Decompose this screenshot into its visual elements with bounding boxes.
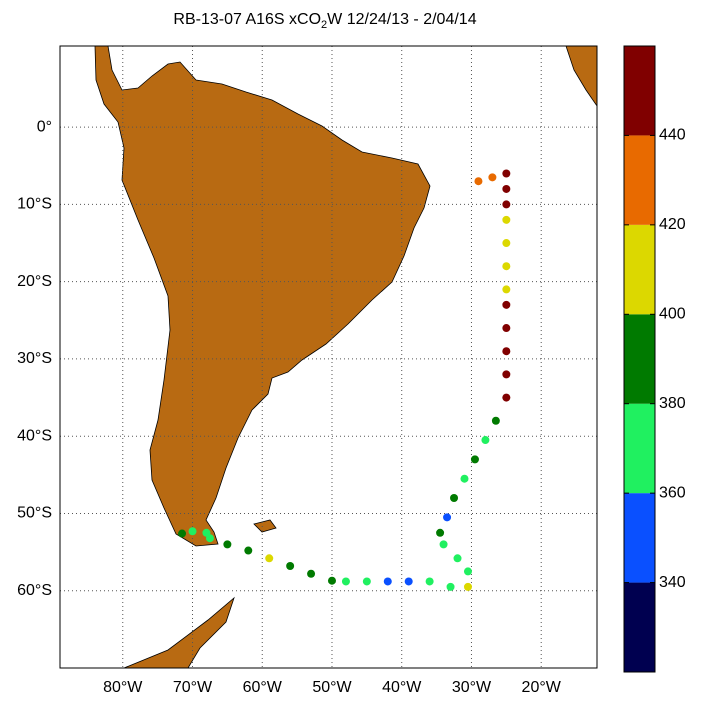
x-tick-label: 70°W (173, 679, 213, 696)
track-point (502, 200, 511, 209)
track-point (341, 577, 350, 586)
track-point (460, 474, 469, 483)
south-america (94, 45, 431, 547)
title: RB-13-07 A16S xCO2W 12/24/13 - 2/04/14 (173, 11, 476, 31)
colorbar-band (624, 403, 655, 494)
y-tick-label: 30°S (17, 350, 52, 367)
y-tick-label: 20°S (17, 273, 52, 290)
y-tick-label: 0° (37, 118, 52, 135)
colorbar-band (624, 224, 655, 315)
colorbar-tick-label: 400 (659, 306, 686, 323)
track-point (502, 285, 511, 294)
colorbar-tick-label: 440 (659, 127, 686, 144)
track-point (481, 436, 490, 445)
colorbar-frame (623, 45, 656, 673)
track-point (502, 347, 511, 356)
map-frame (59, 45, 598, 669)
track-point (383, 577, 392, 586)
track-point (450, 494, 459, 503)
colorbar: 340 360 380 400 420 440 (623, 45, 686, 673)
y-tick-label: 40°S (17, 427, 52, 444)
track-point (453, 554, 462, 563)
track-point (404, 577, 413, 586)
track-point (202, 528, 211, 537)
colorbar-tick-label: 360 (659, 484, 686, 501)
colorbar-tick-label: 380 (659, 395, 686, 412)
track-point (425, 577, 434, 586)
x-tick-label: 80°W (103, 679, 143, 696)
antarctic-peninsula (123, 596, 235, 669)
track-point (491, 416, 500, 425)
track-point (502, 262, 511, 271)
track-point (502, 370, 511, 379)
y-tick-label: 10°S (17, 196, 52, 213)
track-point (362, 577, 371, 586)
colorbar-tick-label: 340 (659, 574, 686, 591)
falklands (253, 519, 277, 533)
track-point (488, 173, 497, 182)
land (94, 45, 598, 669)
x-tick-label: 50°W (312, 679, 352, 696)
track-point (502, 300, 511, 309)
track-point (223, 540, 232, 549)
title-end: W 12/24/13 - 2/04/14 (327, 11, 477, 28)
colorbar-band (624, 493, 655, 583)
x-tick-label: 40°W (382, 679, 422, 696)
y-tick-label: 60°S (17, 582, 52, 599)
track (178, 169, 511, 591)
colorbar-band (624, 582, 655, 672)
track-point (443, 513, 452, 522)
track-point (286, 562, 295, 571)
track-point (446, 582, 455, 591)
colorbar-band (624, 314, 655, 404)
x-tick-label: 30°W (452, 679, 492, 696)
colorbar-tick-label: 420 (659, 216, 686, 233)
track-point (188, 527, 197, 536)
track-point (463, 567, 472, 576)
track-point (307, 569, 316, 578)
track-point (470, 455, 479, 464)
track-point (474, 177, 483, 186)
track-point (502, 184, 511, 193)
colorbar-band (624, 135, 655, 225)
x-tick-label: 60°W (243, 679, 283, 696)
track-point (502, 215, 511, 224)
track-point (502, 324, 511, 333)
y-tick-label: 50°S (17, 505, 52, 522)
track-point (265, 554, 274, 563)
track-point (502, 169, 511, 178)
grid (60, 46, 597, 668)
title-subscript: 2 (321, 19, 327, 31)
track-point (502, 239, 511, 248)
track-point (436, 528, 445, 537)
track-point (463, 582, 472, 591)
track-point (244, 546, 253, 555)
track-point (178, 529, 187, 538)
track-point (327, 576, 336, 585)
x-tick-label: 20°W (522, 679, 562, 696)
track-point (502, 393, 511, 402)
title-main: RB-13-07 A16S xCO (173, 11, 321, 28)
track-point (439, 540, 448, 549)
colorbar-band (624, 46, 655, 136)
